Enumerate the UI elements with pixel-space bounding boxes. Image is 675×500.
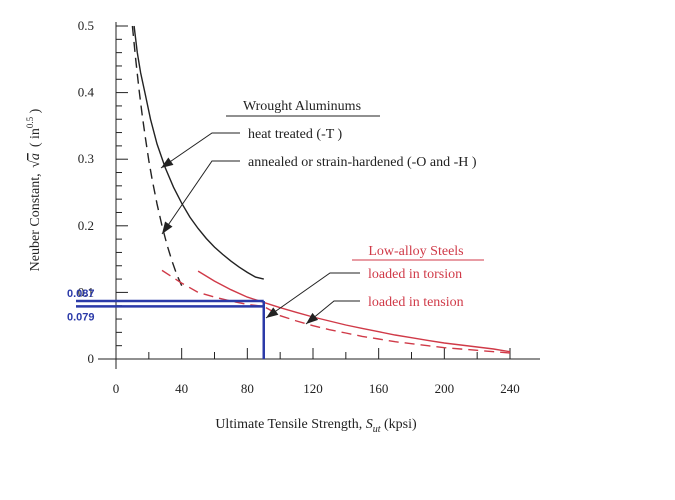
y-tick-label: 0 bbox=[88, 351, 95, 366]
value-readout-lines: 0.087 0.079 bbox=[67, 288, 265, 359]
series-line-3 bbox=[197, 270, 511, 353]
y-tick-label: 0.1 bbox=[78, 284, 94, 299]
series-lines bbox=[131, 25, 511, 354]
x-axis-title-unit: (kpsi) bbox=[381, 417, 418, 432]
legend-group-title: Wrought Aluminums bbox=[243, 99, 361, 114]
readout-value-label: 0.087 bbox=[67, 288, 95, 300]
x-axis-title-text: Ultimate Tensile Strength, bbox=[215, 417, 365, 432]
leader-line bbox=[160, 132, 240, 169]
legend: Wrought Aluminums heat treated (-T ) annea… bbox=[160, 99, 484, 325]
legend-entry-label: annealed or strain-hardened (-O and -H ) bbox=[248, 155, 477, 170]
svg-text:Neuber Constant, √a( in0.5 ): Neuber Constant, √a ( in0.5 ) bbox=[25, 108, 43, 271]
x-axis-title-subscript: ut bbox=[373, 424, 381, 435]
x-tick-label: 240 bbox=[500, 381, 520, 396]
y-tick-label: 0.5 bbox=[78, 18, 94, 33]
x-axis-title: Ultimate Tensile Strength, Sut (kpsi) bbox=[215, 417, 417, 435]
leader-line bbox=[305, 300, 360, 325]
x-tick-label: 200 bbox=[435, 381, 455, 396]
leader-arrow-head bbox=[161, 157, 174, 168]
legend-entry-label: loaded in torsion bbox=[368, 267, 462, 282]
series-line-4 bbox=[161, 269, 511, 354]
x-tick-label: 40 bbox=[175, 381, 188, 396]
y-axis-title-unit-close: ) bbox=[28, 108, 43, 117]
y-tick-label: 0.4 bbox=[78, 85, 95, 100]
readout-value-label: 0.079 bbox=[67, 311, 95, 323]
legend-entry-label: heat treated (-T ) bbox=[248, 127, 343, 142]
x-tick-label: 160 bbox=[369, 381, 389, 396]
y-axis-title-exponent: 0.5 bbox=[25, 116, 35, 128]
leader-line bbox=[265, 272, 360, 319]
legend-group-title: Low-alloy Steels bbox=[368, 244, 463, 259]
x-axis-title-symbol: S bbox=[366, 417, 373, 432]
leader-arrow-head bbox=[162, 221, 173, 234]
x-tick-label: 120 bbox=[303, 381, 323, 396]
y-axis-title-unit: ( in bbox=[28, 128, 43, 147]
x-tick-label: 0 bbox=[113, 381, 120, 396]
x-tick-label: 80 bbox=[241, 381, 254, 396]
series-line-1 bbox=[133, 25, 264, 280]
leader-arrow-head bbox=[306, 312, 319, 324]
y-axis-title-text: Neuber Constant, bbox=[28, 170, 43, 271]
leader-arrow-head bbox=[266, 307, 279, 318]
y-axis-title-radical: √ bbox=[28, 160, 43, 168]
y-axis-title-symbol: a bbox=[28, 153, 43, 160]
y-tick-label: 0.3 bbox=[78, 151, 94, 166]
tick-labels: 0 40 80 120 160 200 240 0 0.1 0.2 0.3 0.4 0.5 bbox=[78, 18, 520, 396]
leader-line bbox=[161, 160, 240, 235]
y-tick-label: 0.2 bbox=[78, 218, 94, 233]
legend-entry-label: loaded in tension bbox=[368, 295, 464, 310]
y-axis-title: Neuber Constant, √a ( in0.5 ) bbox=[25, 108, 43, 271]
